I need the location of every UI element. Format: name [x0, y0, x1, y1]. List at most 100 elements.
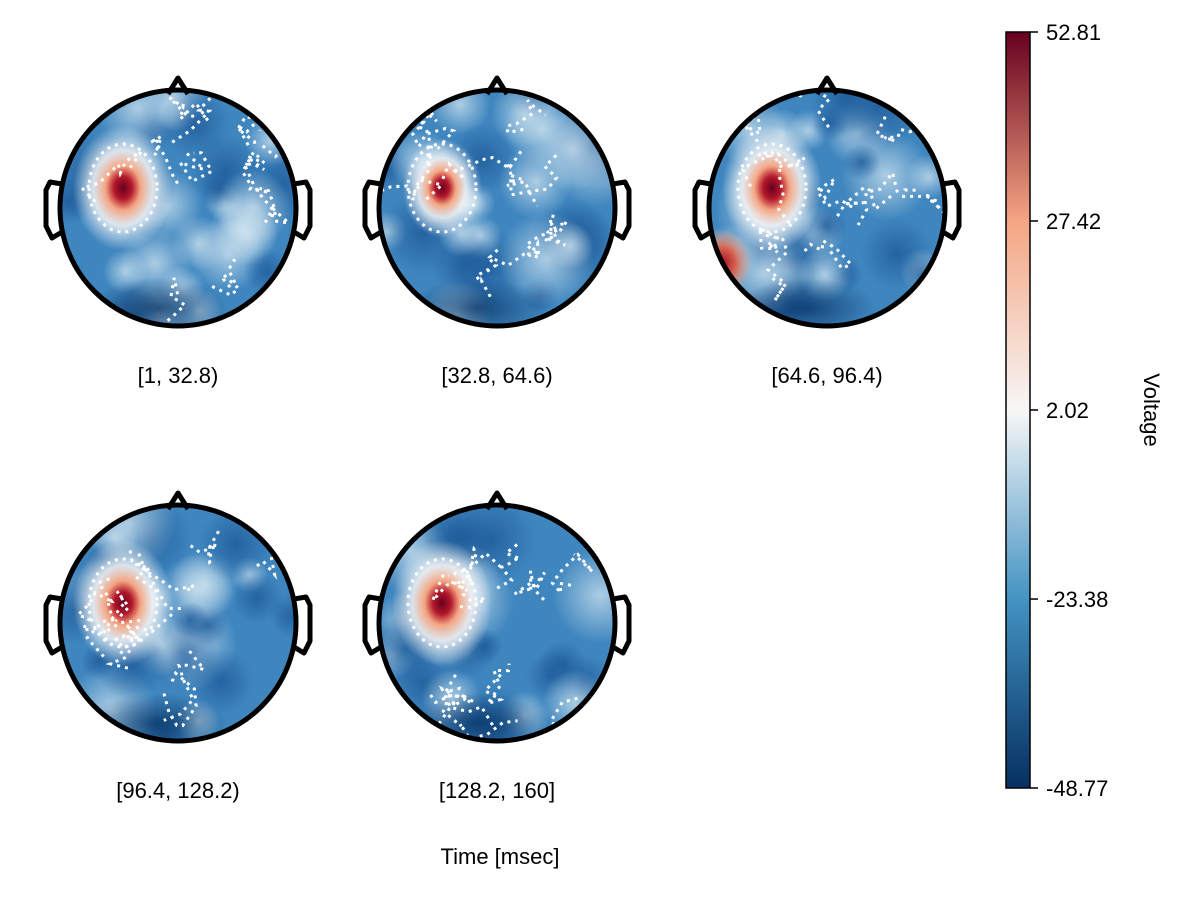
contour-line: [262, 700, 296, 726]
colorbar-tick-label: 27.42: [1046, 209, 1101, 234]
contour-line: [233, 114, 261, 149]
right-ear: [941, 179, 962, 241]
colorbar-tick-label: -23.38: [1046, 587, 1108, 612]
field-patch: [244, 113, 296, 167]
colorbar-ticks: 52.81 27.42 2.02 -23.38 -48.77: [1030, 20, 1108, 801]
contour-line: [758, 225, 780, 254]
left-ear: [43, 594, 64, 656]
topoplot-panel: [64.6, 96.4): [692, 75, 962, 388]
contour-line: [487, 238, 541, 268]
contour-line: [87, 142, 159, 234]
colorbar: 52.81 27.42 2.02 -23.38 -48.77 Voltage: [1005, 20, 1164, 801]
contour-line: [102, 590, 141, 635]
contour-line: [113, 613, 173, 657]
head-outline: [376, 87, 618, 329]
contour-line: [256, 533, 296, 580]
contour-line: [442, 674, 477, 710]
field-patch: [429, 90, 491, 135]
panel-time-label: [1, 32.8): [138, 363, 219, 388]
contour-line: [148, 133, 179, 185]
contour-line: [513, 570, 546, 601]
contour-line: [211, 258, 239, 298]
contour-line: [411, 104, 457, 151]
field-patch: [158, 90, 231, 161]
colorbar-label: Voltage: [1139, 373, 1164, 446]
contour-line: [856, 169, 899, 226]
contour-line: [416, 106, 438, 164]
contour-line: [492, 543, 521, 592]
contour-line: [544, 217, 568, 247]
contour-line: [550, 552, 594, 598]
head-outline: [376, 502, 618, 744]
contour-line: [776, 151, 806, 225]
panel-time-label: [64.6, 96.4): [771, 363, 882, 388]
field-patch: [842, 143, 881, 181]
contour-line: [523, 214, 560, 256]
panel-time-label: [128.2, 160]: [439, 778, 555, 803]
contour-line: [258, 186, 294, 226]
field-patch: [214, 201, 279, 266]
field-patch: [187, 648, 255, 716]
contour-line: [406, 142, 478, 234]
nose-marker: [814, 75, 840, 96]
field-patch: [407, 278, 547, 326]
contour-line: [411, 154, 446, 201]
field-patch: [88, 693, 228, 741]
contour-line: [504, 99, 547, 135]
topoplot-panel: [128.2, 160]: [362, 490, 632, 803]
contour-line: [505, 150, 539, 207]
panel-time-label: [32.8, 64.6): [441, 363, 552, 388]
contour-line: [429, 685, 495, 727]
field-patch: [737, 278, 877, 326]
topoplot-panel: [96.4, 128.2): [43, 490, 313, 803]
nose-marker: [484, 75, 510, 96]
contour-line: [163, 650, 208, 722]
head-outline: [706, 87, 948, 329]
topoplot-panel: [1, 32.8): [43, 75, 313, 388]
x-axis-label: Time [msec]: [441, 844, 560, 869]
contour-line: [171, 90, 223, 144]
field-patch: [171, 601, 209, 639]
contour-line: [87, 557, 159, 649]
contour-line: [482, 663, 511, 707]
contour-line: [240, 149, 268, 194]
contour-line: [176, 151, 214, 184]
right-ear: [611, 594, 632, 656]
head-outline: [57, 87, 299, 329]
left-ear: [362, 179, 383, 241]
topoplot-panels: [1, 32.8) [32.8, 64.6) [64.6, 96.4) [96.4, …: [43, 75, 962, 803]
field-patch: [498, 211, 595, 307]
field-patch: [88, 278, 228, 326]
contour-line: [136, 551, 195, 592]
field-patch: [811, 104, 849, 142]
contour-line: [874, 115, 922, 143]
left-ear: [362, 594, 383, 656]
contour-line: [406, 557, 478, 649]
field-patch: [860, 217, 934, 290]
field-patch: [552, 547, 615, 644]
panel-time-label: [96.4, 128.2): [116, 778, 240, 803]
contour-line: [242, 157, 275, 222]
colorbar-tick-label: 2.02: [1046, 398, 1089, 423]
topoplot-panel: [32.8, 64.6): [362, 75, 632, 388]
colorbar-tick-label: -48.77: [1046, 776, 1108, 801]
field-patch: [407, 693, 547, 741]
right-ear: [292, 594, 313, 656]
contour-line: [736, 142, 808, 234]
nose-marker: [484, 490, 510, 511]
contour-line: [79, 150, 143, 203]
field-patch: [230, 572, 283, 625]
field-patch: [170, 215, 227, 272]
nose-marker: [165, 490, 191, 511]
colorbar-gradient: [1005, 31, 1031, 789]
contour-line: [508, 154, 559, 197]
contour-line: [431, 568, 474, 602]
colorbar-tick-label: 52.81: [1046, 20, 1101, 45]
contour-line: [465, 545, 502, 582]
contour-line: [797, 90, 832, 129]
contour-line: [423, 693, 460, 741]
contour-line: [763, 233, 789, 302]
right-ear: [292, 179, 313, 241]
contour-line: [168, 96, 210, 124]
